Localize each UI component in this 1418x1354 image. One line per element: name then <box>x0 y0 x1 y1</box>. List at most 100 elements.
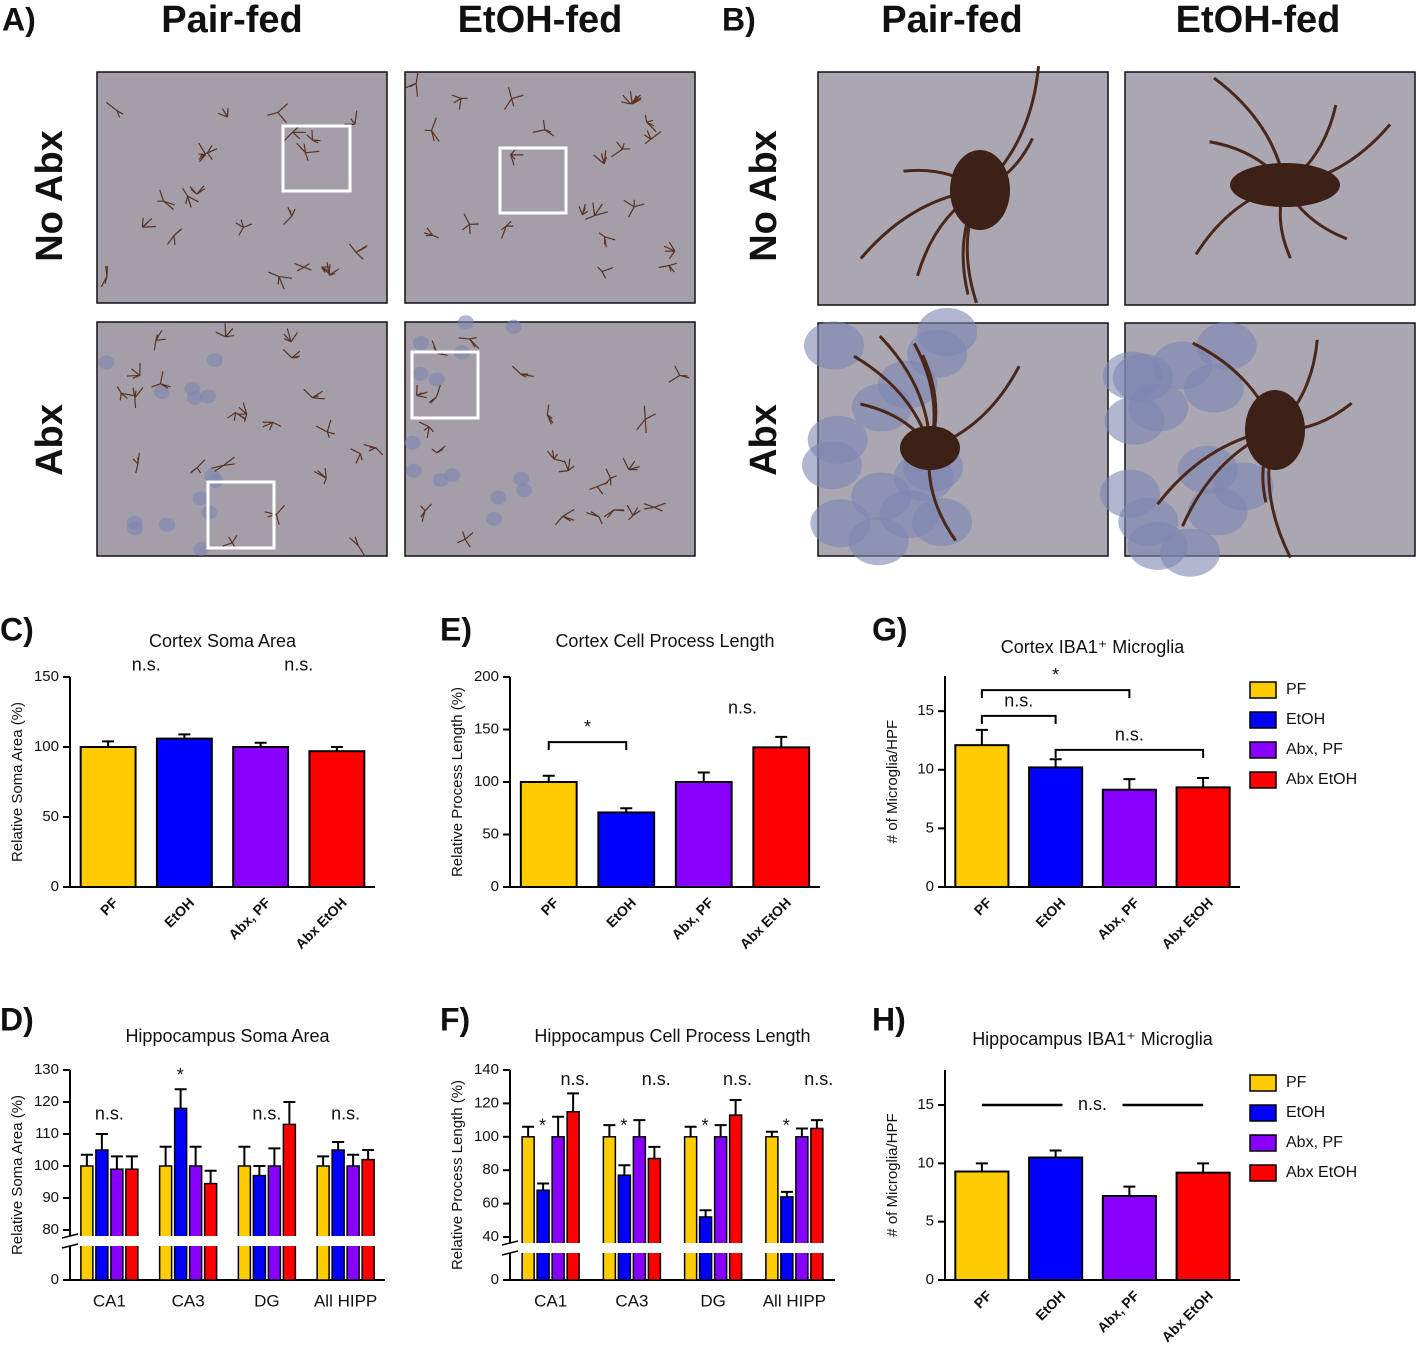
error-bar <box>204 1169 217 1184</box>
bar <box>1175 786 1231 888</box>
axis-break-mark <box>501 1240 519 1256</box>
y-tick-label: 150 <box>474 720 499 737</box>
nucleus <box>159 517 176 532</box>
cell-process <box>644 114 657 133</box>
y-tick-label: 15 <box>917 1096 934 1113</box>
cell-process <box>423 227 439 239</box>
nucleus <box>804 321 865 370</box>
cell-process <box>363 444 384 456</box>
error-bar <box>537 1182 550 1191</box>
y-axis-label: Relative Process Length (%) <box>449 687 466 877</box>
cell-process <box>283 207 296 225</box>
error-bar <box>347 1153 360 1166</box>
x-tick-label: All HIPP <box>314 1291 377 1310</box>
bar <box>95 1149 109 1281</box>
bracket <box>547 741 628 751</box>
panel-letter: G) <box>872 611 908 647</box>
cell-process <box>349 536 366 558</box>
error-bar <box>102 740 115 747</box>
chart-title: Cortex Cell Process Length <box>555 631 774 651</box>
nucleus <box>206 353 223 368</box>
error-bar <box>775 735 788 748</box>
error-bar <box>620 807 633 813</box>
cell-process <box>451 94 468 110</box>
y-tick-label: 100 <box>34 1157 59 1174</box>
x-tick-label: EtOH <box>1032 894 1068 930</box>
legend-label: PF <box>1286 681 1307 698</box>
legend-swatch <box>1249 771 1277 789</box>
annotation: * <box>177 1065 184 1085</box>
bracket <box>1054 748 1205 758</box>
row-label: Abx <box>29 404 71 476</box>
x-tick-label: CA3 <box>172 1291 205 1310</box>
cell-process <box>282 126 306 143</box>
soma <box>900 426 960 470</box>
bar <box>79 746 137 888</box>
cell-process <box>296 142 320 161</box>
cell-process <box>222 535 238 550</box>
x-tick-label: DG <box>254 1291 280 1310</box>
cell-process <box>267 103 289 124</box>
nucleus <box>877 360 938 409</box>
cell-process <box>558 458 575 473</box>
bar <box>80 1165 94 1281</box>
error-bar <box>330 746 343 752</box>
cell-process <box>853 335 1021 542</box>
cell-process <box>598 232 616 248</box>
cell-process <box>622 457 640 471</box>
cell-process <box>589 481 609 495</box>
cell-process <box>586 511 603 525</box>
x-tick-label: Abx EtOH <box>1158 894 1216 952</box>
cell-process <box>348 243 368 260</box>
cell-process <box>282 349 301 359</box>
nucleus <box>204 469 221 484</box>
y-axis-label: # of Microglia/HPF <box>884 720 901 843</box>
x-tick-label: CA1 <box>93 1291 126 1310</box>
cell-process <box>431 445 446 454</box>
error-bar <box>80 1153 93 1166</box>
column-label: Pair-fed <box>161 0 302 41</box>
error-bar <box>633 1119 646 1137</box>
error-bar <box>362 1149 375 1160</box>
annotation: * <box>584 717 591 737</box>
annotation: n.s. <box>284 655 313 675</box>
y-axis-label: Relative Soma Area (%) <box>9 1095 26 1255</box>
nucleus <box>1100 469 1161 518</box>
x-tick-label: Abx, PF <box>1094 894 1142 942</box>
error-bar <box>975 1162 988 1172</box>
micrographs <box>96 65 1416 577</box>
cell-process <box>294 262 312 272</box>
bar <box>110 1168 124 1281</box>
y-tick-label: 120 <box>474 1094 499 1111</box>
y-tick-label: 0 <box>491 1271 499 1288</box>
nucleus <box>1196 322 1257 371</box>
cell-process <box>218 108 229 118</box>
bar <box>1028 766 1084 889</box>
x-tick-label: DG <box>700 1291 726 1310</box>
annotation: n.s. <box>560 1069 589 1089</box>
cell-process <box>611 141 631 158</box>
bar <box>647 1157 662 1281</box>
cell-process <box>235 219 253 236</box>
soma <box>1245 390 1305 470</box>
cell-process <box>198 142 207 163</box>
error-bar <box>697 771 710 782</box>
cell-process <box>428 384 441 404</box>
cell-process <box>623 199 645 218</box>
cell-process <box>578 203 589 216</box>
bar <box>252 1174 267 1281</box>
y-tick-label: 130 <box>34 1061 59 1078</box>
y-tick-label: 50 <box>482 825 499 842</box>
annotation: n.s. <box>804 1069 833 1089</box>
cell-process <box>663 241 676 259</box>
x-tick-label: CA3 <box>615 1291 648 1310</box>
bar <box>728 1114 743 1281</box>
cell-process <box>283 328 299 343</box>
x-tick-label: PF <box>97 894 121 918</box>
panel-letter: E) <box>440 611 472 647</box>
bar <box>308 750 366 889</box>
cell-process <box>100 265 108 288</box>
y-tick-label: 0 <box>926 878 934 895</box>
bar <box>602 1136 617 1281</box>
y-tick-label: 50 <box>42 808 59 825</box>
